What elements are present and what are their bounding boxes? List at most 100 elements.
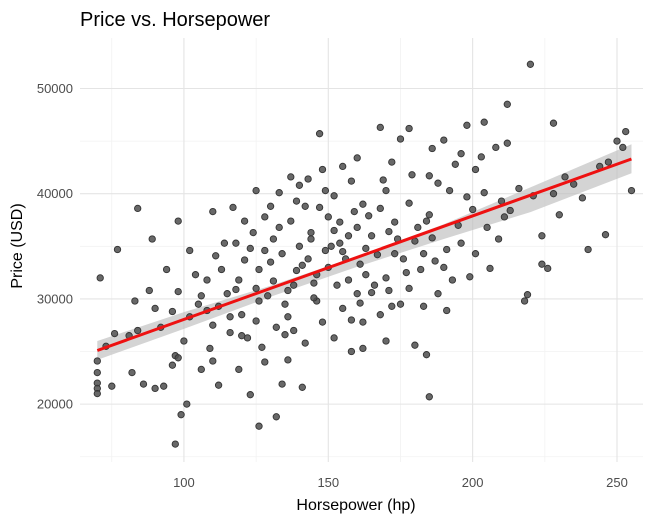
data-point xyxy=(367,232,376,240)
data-point xyxy=(194,300,203,308)
data-point xyxy=(434,179,442,187)
data-point xyxy=(281,300,289,308)
data-point xyxy=(307,228,315,237)
data-point xyxy=(367,288,376,297)
data-point xyxy=(252,284,260,293)
data-point xyxy=(627,186,636,195)
data-point xyxy=(160,382,168,390)
data-point xyxy=(168,307,177,316)
data-point xyxy=(238,311,246,319)
data-point xyxy=(330,334,338,342)
data-point xyxy=(457,150,465,158)
data-point xyxy=(419,250,428,258)
data-point xyxy=(434,290,442,298)
data-point xyxy=(292,266,301,275)
data-point xyxy=(428,234,436,242)
data-point xyxy=(217,265,226,274)
data-point xyxy=(321,186,330,195)
data-point xyxy=(483,223,491,232)
data-point xyxy=(457,239,465,247)
x-tick-label: 200 xyxy=(462,475,484,490)
data-point xyxy=(269,235,278,243)
data-point xyxy=(275,189,283,197)
data-point xyxy=(561,173,569,181)
data-point xyxy=(443,306,451,315)
data-point xyxy=(425,211,433,219)
data-point xyxy=(246,391,254,399)
data-point xyxy=(304,255,312,263)
data-point xyxy=(359,318,367,326)
data-point xyxy=(405,284,413,293)
data-point xyxy=(613,137,621,145)
regression-line xyxy=(96,157,632,352)
data-point xyxy=(177,411,185,419)
data-point xyxy=(388,302,396,310)
data-point xyxy=(555,211,563,219)
data-point xyxy=(385,286,393,295)
data-point xyxy=(347,347,356,356)
data-point xyxy=(520,297,529,305)
data-point xyxy=(466,273,474,281)
data-point xyxy=(330,192,338,200)
data-point xyxy=(197,292,205,300)
data-point xyxy=(214,381,223,389)
data-point xyxy=(278,380,286,388)
data-point xyxy=(278,250,286,258)
y-axis-title: Price (USD) xyxy=(9,203,26,288)
data-point xyxy=(425,393,433,401)
data-point xyxy=(128,368,136,377)
data-point xyxy=(584,245,592,254)
data-point xyxy=(281,331,289,339)
data-point xyxy=(235,365,243,374)
y-tick-labels: 20000 30000 40000 50000 xyxy=(37,81,73,412)
x-tick-label: 100 xyxy=(173,475,195,490)
data-point xyxy=(275,223,283,232)
data-point xyxy=(327,242,335,250)
data-point xyxy=(315,203,324,212)
data-point xyxy=(396,300,405,308)
data-point xyxy=(113,245,122,254)
data-point xyxy=(287,173,295,181)
data-point xyxy=(284,356,292,364)
data-point xyxy=(180,337,188,345)
data-point xyxy=(333,281,341,289)
data-point xyxy=(252,317,260,325)
data-point xyxy=(451,160,459,168)
data-point xyxy=(284,286,292,295)
data-point xyxy=(339,304,347,313)
data-point xyxy=(235,276,243,284)
data-point xyxy=(290,326,298,335)
data-point xyxy=(243,334,252,342)
data-point xyxy=(249,228,257,237)
data-point xyxy=(295,181,304,189)
data-point xyxy=(448,276,457,284)
data-point xyxy=(503,100,511,108)
data-point xyxy=(359,344,367,353)
data-point xyxy=(232,239,240,247)
data-point xyxy=(240,256,249,264)
data-point xyxy=(223,290,231,298)
data-point xyxy=(134,204,142,213)
data-point xyxy=(191,271,200,279)
data-point xyxy=(93,357,101,365)
data-point xyxy=(174,354,182,362)
data-point xyxy=(148,235,156,243)
data-point xyxy=(131,297,139,305)
data-point xyxy=(301,202,309,210)
data-point xyxy=(186,246,194,255)
data-point xyxy=(134,326,142,335)
data-point xyxy=(463,193,471,201)
data-point xyxy=(379,176,387,184)
data-point xyxy=(206,344,214,353)
data-point xyxy=(601,231,610,239)
data-point xyxy=(197,365,205,374)
data-point xyxy=(399,255,408,263)
data-point xyxy=(388,158,396,166)
data-point xyxy=(431,257,439,265)
data-point xyxy=(376,311,384,319)
data-point xyxy=(414,223,422,232)
data-point xyxy=(477,153,485,161)
data-point xyxy=(463,121,471,129)
data-point xyxy=(261,358,269,366)
data-point xyxy=(443,245,451,254)
